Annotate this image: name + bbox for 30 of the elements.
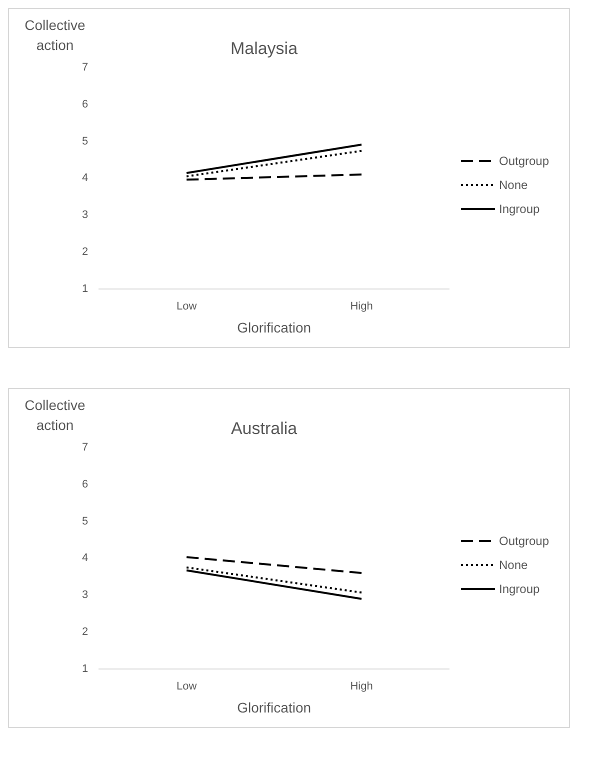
y-tick-label: 2 xyxy=(82,626,88,638)
x-axis-title: Glorification xyxy=(237,319,312,336)
y-tick-label: 3 xyxy=(82,209,88,222)
y-tick-label: 5 xyxy=(82,135,88,148)
x-axis-title: Glorification xyxy=(237,699,312,716)
legend-label: None xyxy=(499,558,528,572)
y-tick-label: 7 xyxy=(82,441,88,454)
y-axis-title: Collective action xyxy=(24,16,86,55)
x-tick-label: High xyxy=(350,680,373,693)
y-tick-label: 5 xyxy=(82,515,88,528)
x-tick-label: High xyxy=(350,300,373,313)
y-tick-label: 4 xyxy=(82,552,88,564)
y-tick-label: 2 xyxy=(82,246,88,258)
y-tick-label: 3 xyxy=(82,589,88,602)
legend-label: Outgroup xyxy=(499,154,550,168)
y-tick-label: 1 xyxy=(82,663,88,676)
y-tick-label: 7 xyxy=(82,61,88,74)
legend-label: None xyxy=(499,178,528,192)
legend-label: Ingroup xyxy=(499,582,540,596)
x-tick-label: Low xyxy=(176,680,197,693)
y-tick-label: 6 xyxy=(82,478,88,490)
y-tick-label: 1 xyxy=(82,283,88,296)
x-tick-label: Low xyxy=(176,300,197,313)
y-tick-label: 6 xyxy=(82,98,88,110)
y-axis-title: Collective action xyxy=(24,396,86,435)
legend-label: Ingroup xyxy=(499,202,540,216)
legend-label: Outgroup xyxy=(499,534,550,548)
chart-title: Malaysia xyxy=(230,38,298,58)
y-tick-label: 4 xyxy=(82,172,88,184)
chart-title: Australia xyxy=(230,418,298,438)
